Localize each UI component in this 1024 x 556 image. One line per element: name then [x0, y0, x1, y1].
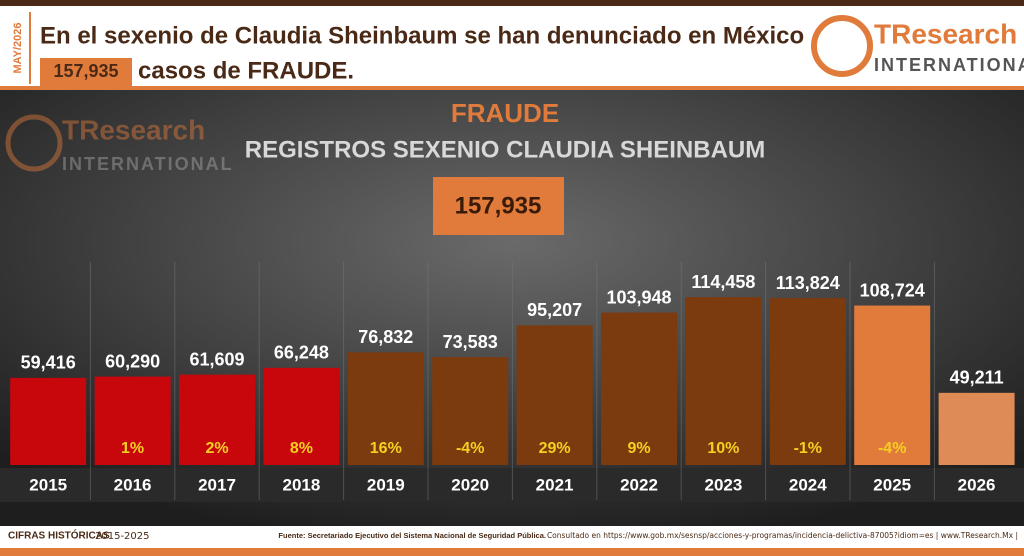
change-label: 10% — [707, 440, 739, 457]
change-label: 16% — [370, 440, 402, 457]
logo-name-faint: TResearch — [62, 114, 205, 145]
x-tick-label: 2015 — [29, 475, 67, 494]
logo-name: TResearch — [874, 18, 1017, 49]
change-label: 9% — [627, 440, 650, 457]
change-label: -4% — [456, 440, 484, 457]
bar — [263, 367, 340, 465]
total: 157,935 — [53, 61, 118, 81]
bar — [516, 325, 593, 465]
bottom-border — [0, 548, 1024, 556]
headline: En el sexenio de Claudia Sheinbaum se ha… — [40, 22, 804, 49]
headline-end: casos de FRAUDE. — [138, 57, 354, 84]
change-label: -1% — [794, 440, 822, 457]
bar — [179, 374, 255, 465]
bar — [94, 376, 171, 465]
change-label: 2% — [205, 440, 228, 457]
value-label: 76,832 — [358, 327, 413, 347]
bar — [769, 298, 846, 465]
value-label: 49,211 — [950, 368, 1004, 388]
logo-sub-faint: INTERNATIONAL — [62, 154, 234, 174]
footer-source: Fuente: Secretariado Ejecutivo del Siste… — [278, 531, 546, 540]
value-label: 59,416 — [21, 353, 76, 373]
date: MAY/2026 — [12, 23, 24, 74]
bar — [432, 357, 509, 465]
change-label: -4% — [878, 440, 906, 457]
value-label: 108,724 — [860, 280, 925, 300]
x-tick-label: 2017 — [198, 475, 236, 494]
chart-total: 157,935 — [455, 192, 542, 219]
x-tick-label: 2018 — [282, 475, 320, 494]
x-tick-label: 2019 — [367, 475, 405, 494]
bar — [601, 312, 677, 465]
total-box — [433, 177, 564, 235]
x-tick-label: 2026 — [958, 475, 996, 494]
x-tick-label: 2022 — [620, 475, 658, 494]
header-border — [0, 86, 1024, 90]
value-label: 73,583 — [443, 332, 498, 352]
total-badge — [40, 58, 132, 86]
x-tick-label: 2016 — [114, 475, 152, 494]
bar — [685, 297, 762, 465]
value-label: 114,458 — [691, 272, 755, 292]
change-label: 1% — [121, 440, 144, 457]
value-label: 61,609 — [189, 349, 244, 369]
value-label: 103,948 — [606, 287, 671, 307]
logo-sub: INTERNATIONAL — [874, 55, 1024, 75]
value-label: 113,824 — [776, 273, 840, 293]
chart-title: FRAUDE — [451, 98, 559, 128]
x-tick-label: 2023 — [704, 475, 742, 494]
top-border — [0, 0, 1024, 6]
value-label: 66,248 — [274, 343, 329, 363]
change-label: 8% — [290, 440, 313, 457]
footer-link: Consultado en https://www.gob.mx/sesnsp/… — [547, 531, 1018, 540]
x-tick-label: 2020 — [451, 475, 489, 494]
x-tick-label: 2024 — [789, 475, 827, 494]
logo-icon — [811, 15, 873, 77]
bar — [938, 392, 1015, 465]
bar — [10, 377, 87, 465]
value-label: 95,207 — [527, 300, 582, 320]
x-tick-label: 2021 — [536, 475, 574, 494]
chart-subtitle: REGISTROS SEXENIO CLAUDIA SHEINBAUM — [245, 136, 766, 163]
logo-icon-faint — [5, 114, 63, 172]
change-label: 29% — [539, 440, 571, 457]
value-label: 60,290 — [105, 351, 160, 371]
footer-label: CIFRAS HISTÓRICAS — [8, 529, 110, 542]
footer-range: 2015-2025 — [95, 531, 150, 542]
x-tick-label: 2025 — [873, 475, 911, 494]
bar — [854, 305, 931, 465]
bar — [347, 352, 424, 465]
